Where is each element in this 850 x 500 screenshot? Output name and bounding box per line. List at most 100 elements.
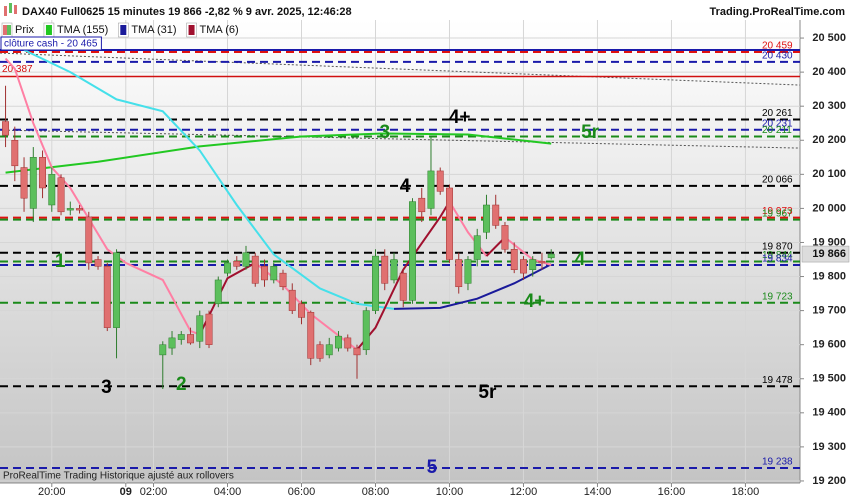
level-label: 19 967	[762, 208, 793, 219]
legend-swatch	[45, 25, 52, 35]
x-tick-label: 16:00	[658, 486, 686, 498]
candle-body	[233, 260, 241, 267]
close-cash-box: clôture cash - 20 465	[0, 36, 102, 51]
candle-body	[520, 259, 527, 274]
candle-body	[2, 121, 9, 136]
ma-line	[254, 262, 358, 351]
candle-body	[344, 337, 352, 349]
candle-body	[538, 260, 546, 264]
x-tick-label: 12:00	[510, 486, 538, 498]
candle-body	[270, 266, 278, 281]
candle-body	[473, 235, 481, 260]
level-label: 20 430	[762, 51, 793, 62]
wave-annotation: 4+	[449, 107, 471, 128]
y-tick-label: 19 800	[812, 270, 846, 282]
y-tick-label: 20 000	[812, 202, 846, 214]
candle-body	[39, 157, 46, 189]
last-price-tag	[801, 245, 850, 263]
candle-body	[325, 344, 333, 356]
site-name: Trading.ProRealTime.com	[709, 6, 845, 18]
x-tick-label: 14:00	[584, 486, 612, 498]
candle-body	[501, 225, 509, 250]
candle-body	[159, 344, 167, 356]
candle-body	[177, 334, 185, 340]
legend-label: TMA (155)	[57, 24, 108, 36]
candle-body	[483, 204, 490, 233]
x-tick-label: 20:00	[38, 486, 66, 498]
candle-body	[316, 344, 324, 359]
candle-body	[418, 197, 426, 213]
y-tick-label: 19 200	[812, 475, 846, 487]
candle-body	[196, 315, 204, 342]
ma-line	[393, 263, 552, 310]
y-tick-label: 20 200	[812, 134, 846, 146]
candle-body	[48, 174, 56, 206]
candle-body	[409, 201, 416, 301]
ma-line	[5, 132, 552, 174]
y-tick-label: 19 300	[812, 441, 846, 453]
candle-body	[85, 216, 93, 264]
legend-label: Prix	[15, 24, 34, 36]
level-label: 20 231	[762, 118, 793, 129]
legend-swatch	[188, 25, 195, 35]
candle-body	[11, 140, 19, 167]
candle-body	[390, 259, 398, 281]
legend-item: Prix	[1, 22, 34, 38]
level-label: 19 870	[762, 241, 793, 252]
candle-body	[492, 204, 500, 226]
candle-body	[464, 259, 472, 284]
x-tick-label: 18:00	[732, 486, 760, 498]
candle-body	[427, 170, 435, 209]
candle-body	[372, 255, 379, 311]
x-tick-label: 09	[120, 486, 132, 498]
candle-body	[29, 157, 37, 209]
level-label: 19 478	[762, 375, 793, 386]
wave-annotation: 2	[176, 374, 187, 395]
candle-body	[205, 313, 213, 345]
close-cash-frame	[0, 36, 102, 51]
candle-body	[242, 252, 250, 267]
level-label: 19 238	[762, 457, 793, 468]
candle-body	[76, 208, 83, 211]
y-tick-label: 19 900	[812, 236, 846, 248]
candle-body	[20, 167, 28, 199]
y-tick-label: 20 300	[812, 100, 846, 112]
chart-title: DAX40 Full0625 15 minutes 19 866 -2,82 %…	[22, 6, 352, 18]
candle-body	[510, 249, 518, 270]
level-label: 20 459	[762, 41, 793, 52]
level-label: 20 066	[762, 175, 793, 186]
wave-annotation: 3	[379, 122, 390, 143]
candle-body	[251, 255, 259, 284]
last-price-label: 19 866	[812, 248, 846, 260]
wave-annotation: 4	[575, 249, 586, 270]
candle-body	[279, 272, 287, 288]
candle-body	[529, 259, 537, 270]
candle-body	[381, 255, 389, 284]
candle-body	[214, 279, 222, 305]
x-tick-label: 08:00	[362, 486, 390, 498]
wave-annotation: 5r	[581, 122, 600, 143]
level-label: 20 387	[2, 64, 33, 75]
legend-item: TMA (155)	[43, 22, 108, 38]
y-tick-label: 20 500	[812, 32, 846, 44]
wave-annotation: 1	[55, 251, 66, 272]
level-label: 20 211	[762, 125, 792, 136]
candle-body	[362, 310, 370, 351]
level-label: 19 834	[762, 254, 793, 265]
legend-label: TMA (6)	[200, 24, 239, 36]
logo-icon	[4, 3, 17, 16]
candle-body	[187, 334, 194, 344]
candle-body	[353, 347, 361, 356]
level-label: 19 973	[762, 206, 793, 217]
legend-swatch	[3, 25, 7, 35]
legend-item: TMA (31)	[118, 22, 177, 38]
candle-body	[66, 208, 74, 211]
candle-body	[94, 259, 102, 267]
x-tick-label: 02:00	[140, 486, 168, 498]
wave-annotation: 5	[427, 457, 438, 478]
plot-area	[0, 20, 800, 483]
candle-body	[399, 272, 407, 301]
candle-body	[113, 252, 120, 328]
